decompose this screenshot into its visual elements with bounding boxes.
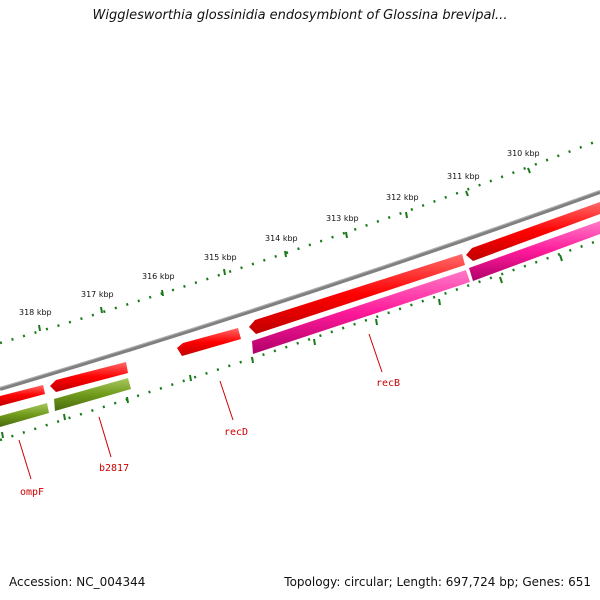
genome-summary-text: Topology: circular; Length: 697,724 bp; … [284,575,591,589]
recB-feature[interactable] [252,270,470,354]
ruler-tick [438,298,441,306]
ruler-tick [559,254,563,262]
ruler-tick [313,338,316,346]
ruler-tick [499,276,503,284]
ruler-tick [100,306,103,314]
feature-track-plus [0,221,600,427]
scale-label-312: 312 kbp [386,193,419,202]
ruler-tick [38,324,41,332]
b2817-feature[interactable] [54,378,131,411]
ruler-tick [63,413,66,421]
ruler-tick [1,431,4,439]
ruler-tick [405,211,408,219]
ruler-tick [375,318,378,326]
scale-label-318: 318 kbp [19,308,52,317]
cds-feature[interactable] [466,202,600,261]
scale-label-317: 317 kbp [81,290,114,299]
scale-label-314: 314 kbp [265,234,298,243]
map-title: Wigglesworthia glossinidia endosymbiont … [92,8,508,23]
ruler-tick [465,190,469,197]
scale-label-315: 315 kbp [204,253,237,262]
cds-feature[interactable] [0,385,45,406]
ruler-tick [223,268,226,276]
genome-backbone [0,190,600,391]
accession-text: Accession: NC_004344 [9,575,146,589]
cds-feature[interactable] [469,221,600,281]
ruler-tick [345,231,348,239]
genome-backbone-highlight [0,190,600,388]
gene-label-ompF[interactable]: ompF [20,487,44,498]
scale-label-310: 310 kbp [507,149,540,158]
cds-feature[interactable] [249,254,465,334]
gene-leaders [18,333,383,480]
gene-label-recB[interactable]: recB [376,378,400,389]
recB-leader-line [368,333,383,373]
feature-track-red [0,202,600,406]
ompF-leader-line [18,439,32,480]
recD-feature[interactable] [177,328,241,356]
ruler-tick [189,374,192,382]
ruler-tick [284,250,287,258]
b2817-leader-line [98,416,112,458]
scale-label-311: 311 kbp [447,172,480,181]
inner-ruler-ticks [1,254,563,439]
ruler-tick [527,167,531,174]
ompF-feature[interactable] [0,403,49,427]
ruler-tick [126,396,129,404]
scale-labels: 310 kbp 311 kbp 312 kbp 313 kbp 314 kbp … [19,149,540,317]
ruler-tick [161,289,164,297]
inner-scale-ruler [0,238,600,442]
outer-scale-ruler [0,138,600,345]
scale-label-313: 313 kbp [326,214,359,223]
recD-leader-line [219,380,234,421]
scale-label-316: 316 kbp [142,272,175,281]
gene-label-recD[interactable]: recD [224,427,248,438]
gene-labels: recB recD b2817 ompF [20,378,400,498]
cds-feature[interactable] [50,362,128,392]
ruler-tick [251,356,254,364]
gene-label-b2817[interactable]: b2817 [99,463,129,474]
